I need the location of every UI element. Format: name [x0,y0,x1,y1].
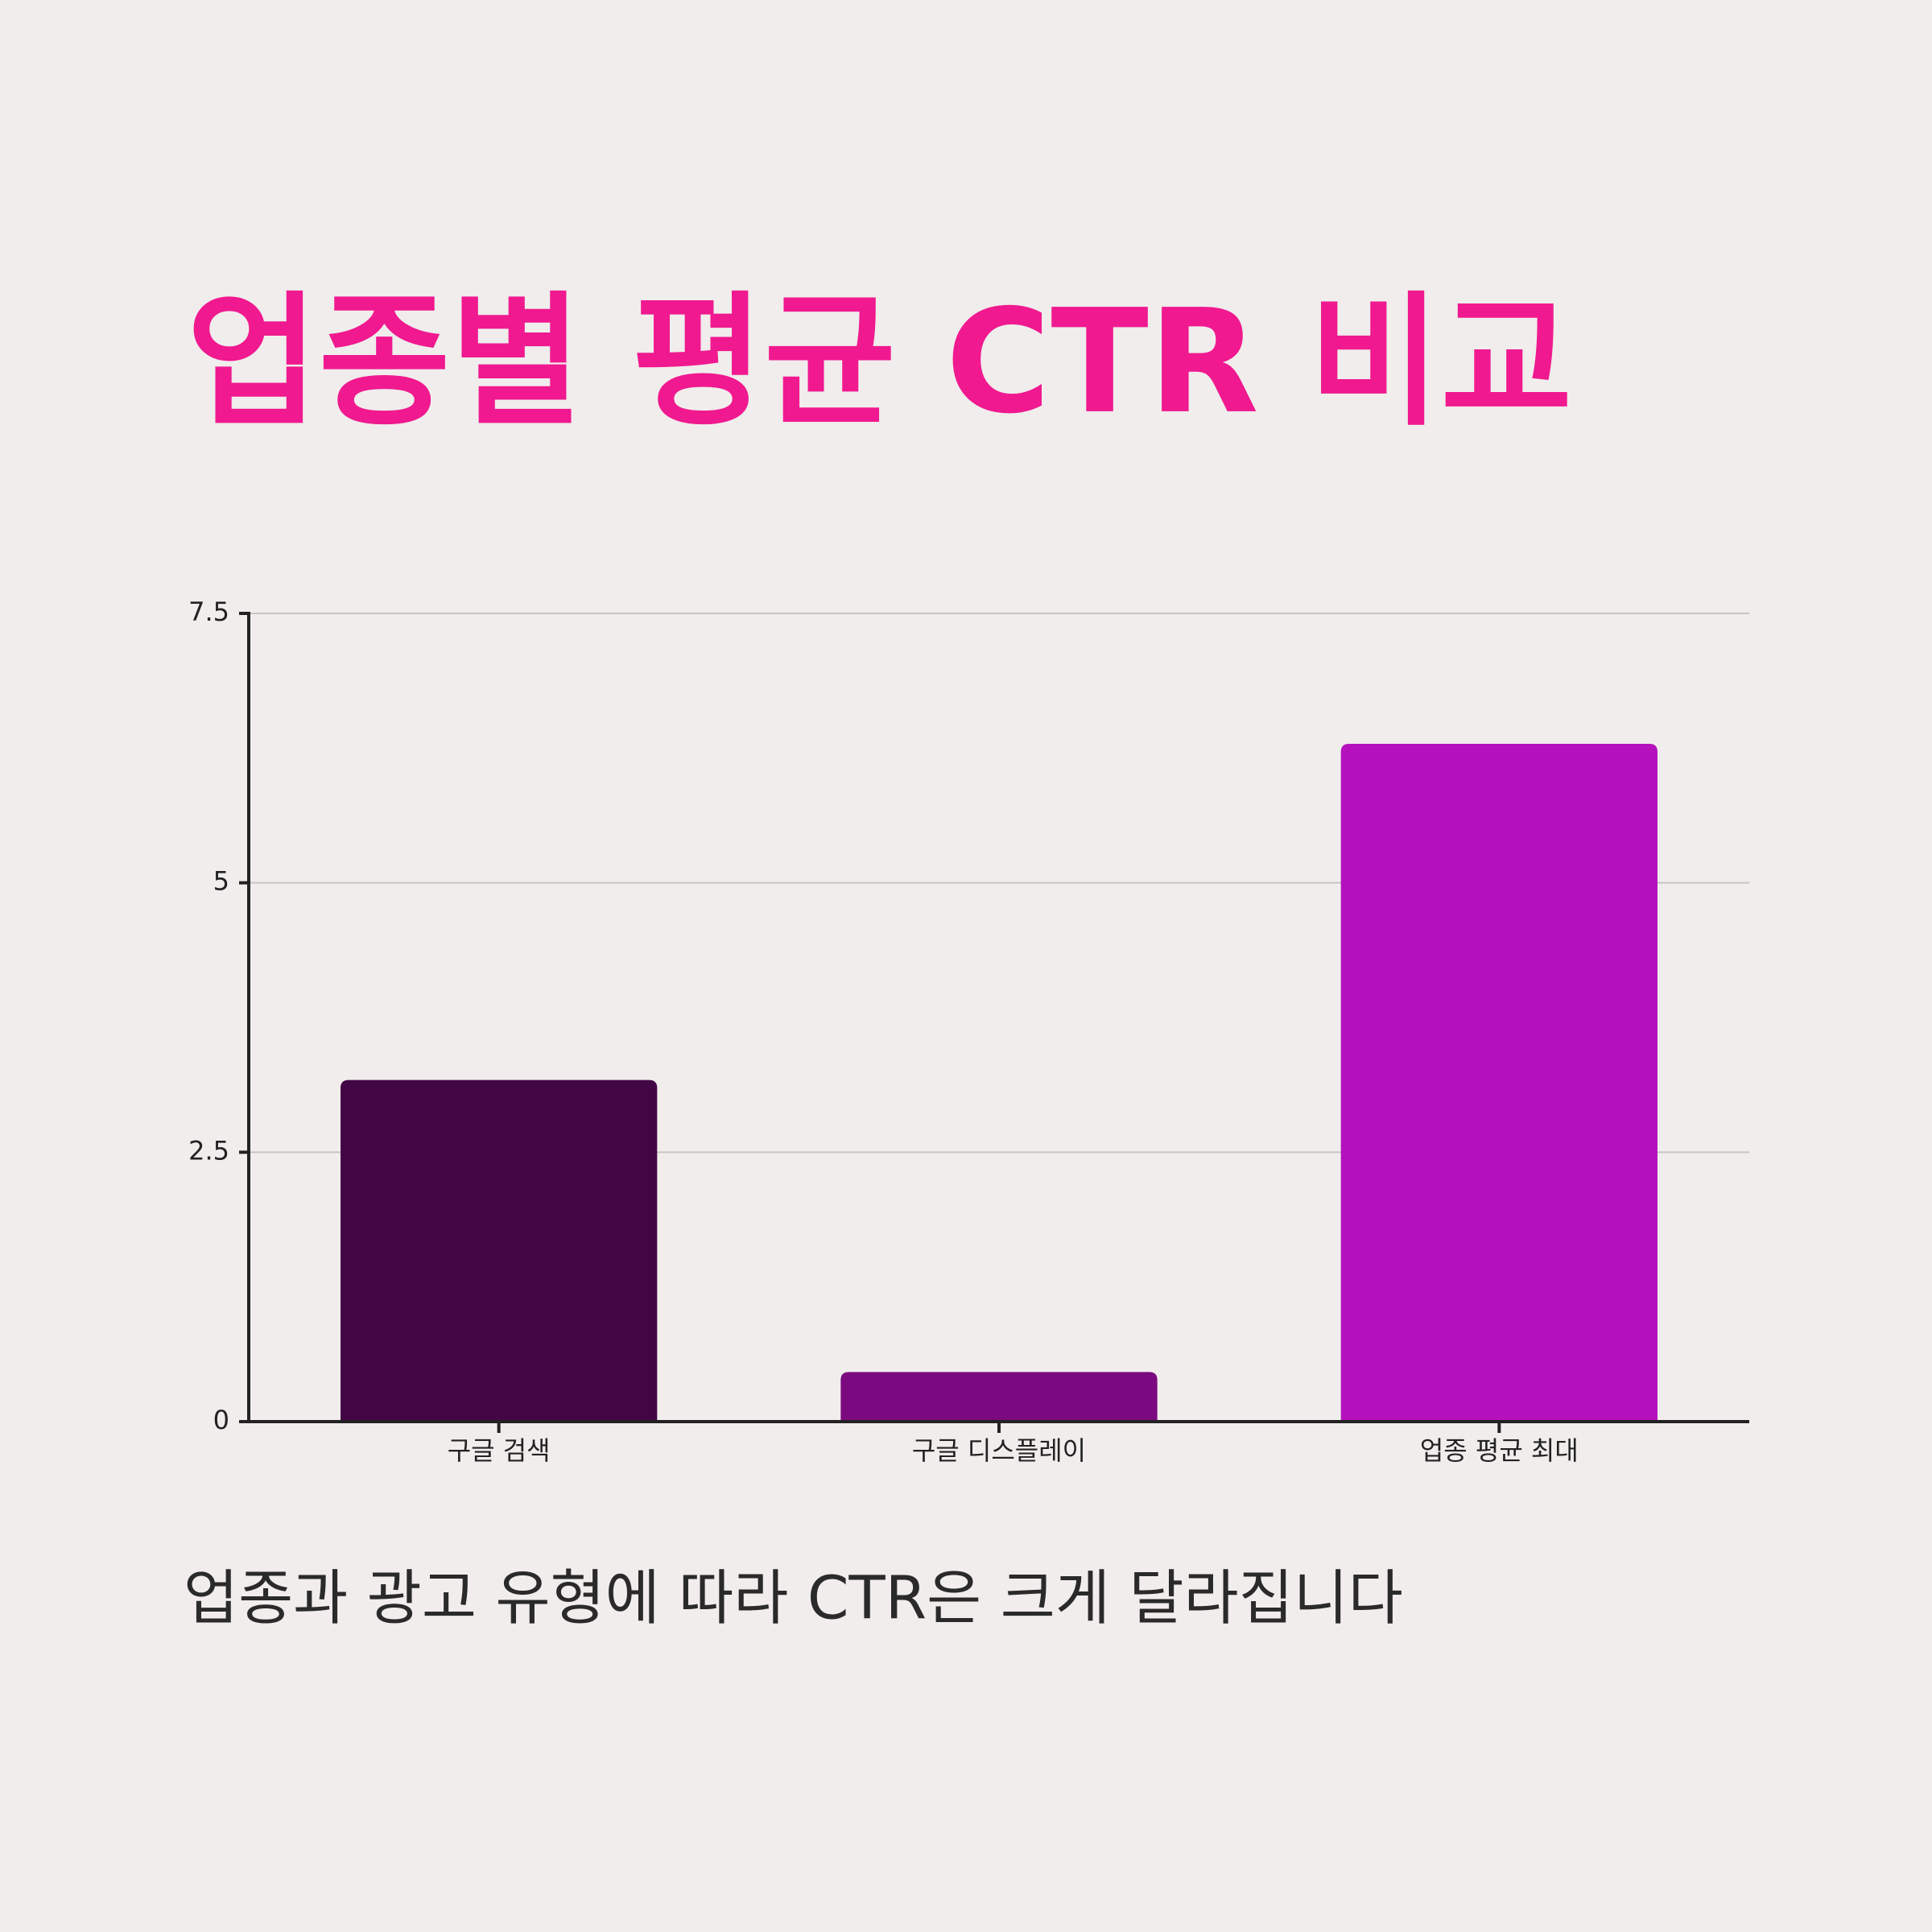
x-tick-label: 구글 검색 [448,1435,551,1466]
chart-subtitle: 업종과 광고 유형에 따라 CTR은 크게 달라집니다 [184,1564,1403,1633]
y-tick-label: 0 [213,1405,229,1435]
y-tick-label: 2.5 [188,1135,229,1166]
bar [840,1372,1158,1422]
y-tick-label: 5 [213,866,229,897]
x-tick-label: 구글 디스플레이 [912,1435,1086,1466]
bar [1340,743,1657,1422]
y-tick-label: 7.5 [188,597,229,627]
bar [341,1080,658,1422]
chart-title: 업종별 평균 CTR 비교 [187,279,1572,445]
x-tick-label: 업종 평균 최대 [1420,1435,1579,1466]
